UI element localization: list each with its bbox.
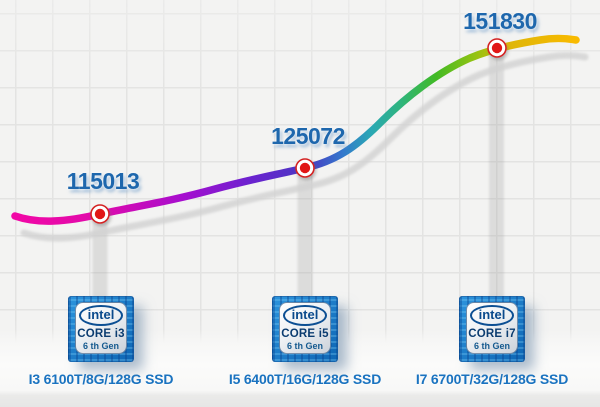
drop-bar-i7: [489, 46, 504, 300]
cpu-badge-face: intel CORE i3 6 th Gen: [75, 302, 127, 354]
value-label-i3: 115013: [66, 168, 140, 194]
point-marker-i3: [90, 204, 110, 224]
cpu-model-label: CORE i5: [281, 327, 329, 340]
point-marker-i5: [295, 158, 315, 178]
cpu-badge-i3: intel CORE i3 6 th Gen: [68, 296, 134, 362]
drop-bar-i3: [92, 212, 108, 300]
cpu-column-i3: intel CORE i3 6 th Gen I3 6100T/8G/128G …: [0, 296, 221, 387]
cpu-gen-label: 6 th Gen: [286, 340, 323, 351]
cpu-model-label: CORE i3: [77, 327, 125, 340]
cpu-badge-face: intel CORE i5 6 th Gen: [279, 302, 331, 354]
intel-logo: intel: [78, 304, 124, 326]
cpu-caption-i3: I3 6100T/8G/128G SSD: [28, 371, 174, 387]
cpu-badge-face: intel CORE i7 6 th Gen: [466, 302, 518, 354]
cpu-caption-i5: I5 6400T/16G/128G SSD: [228, 371, 382, 387]
drop-bar-i5: [297, 166, 313, 300]
cpu-gen-label: 6 th Gen: [82, 340, 119, 351]
cpu-badge-i7: intel CORE i7 6 th Gen: [459, 296, 525, 362]
value-label-i7: 151830: [463, 8, 537, 34]
curve-shadow: [20, 51, 589, 242]
intel-logo: intel: [282, 304, 328, 326]
point-marker-i7: [487, 38, 507, 58]
intel-logo: intel: [469, 304, 515, 326]
cpu-caption-i7: I7 6700T/32G/128G SSD: [415, 371, 569, 387]
cpu-model-label: CORE i7: [468, 327, 516, 340]
cpu-column-i7: intel CORE i7 6 th Gen I7 6700T/32G/128G…: [372, 296, 600, 387]
cpu-gen-label: 6 th Gen: [473, 340, 510, 351]
cpu-badge-i5: intel CORE i5 6 th Gen: [272, 296, 338, 362]
value-label-i5: 125072: [271, 123, 345, 149]
cpu-column-i5: intel CORE i5 6 th Gen I5 6400T/16G/128G…: [185, 296, 425, 387]
